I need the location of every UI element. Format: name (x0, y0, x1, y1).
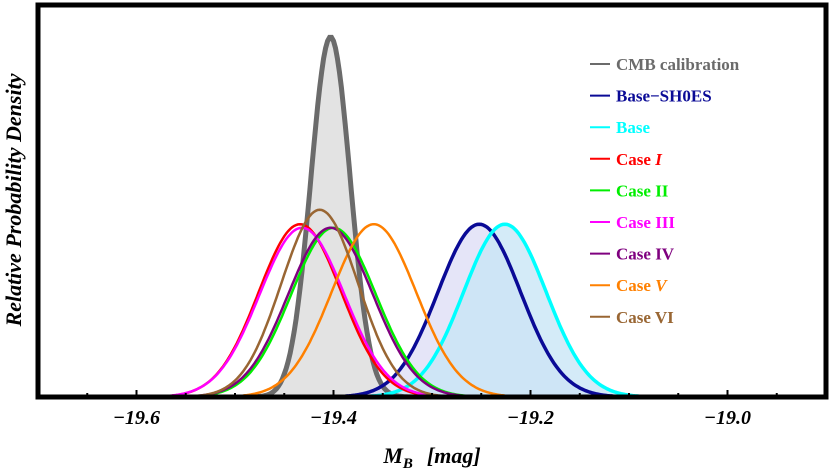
legend-label: Case II (616, 181, 669, 200)
x-tick-label: −19.6 (113, 407, 160, 429)
x-tick-label: −19.2 (507, 407, 554, 429)
legend-label: Base (616, 118, 650, 137)
legend-label: Case III (616, 213, 675, 232)
legend-label: Case IV (616, 245, 675, 264)
legend-item: Base−SH0ES (590, 87, 712, 106)
legend-item: Case V (590, 276, 668, 295)
x-ticks: −19.6 −19.4 −19.2 −19.0 (37, 390, 827, 429)
legend-item: CMB calibration (590, 55, 740, 74)
legend-label: Base−SH0ES (616, 87, 712, 106)
x-label-unit: [mag] (427, 443, 481, 468)
legend: CMB calibration Base−SH0ES Base Case I Case … (590, 55, 740, 327)
x-axis-label: MB [mag] (382, 443, 480, 472)
x-label-main: M (382, 443, 404, 468)
x-label-sub: B (402, 456, 413, 472)
y-axis-label: Relative Probability Density (1, 73, 26, 327)
legend-item: Case I (590, 150, 663, 169)
legend-item: Case II (590, 181, 669, 200)
legend-item: Base (590, 118, 650, 137)
legend-label: CMB calibration (616, 55, 740, 74)
legend-item: Case IV (590, 245, 675, 264)
legend-item: Case VI (590, 308, 674, 327)
legend-label: Case I (616, 150, 663, 169)
x-tick-label: −19.0 (704, 407, 751, 429)
legend-label: Case VI (616, 308, 674, 327)
x-tick-label: −19.4 (310, 407, 357, 429)
legend-item: Case III (590, 213, 675, 232)
legend-label: Case V (616, 276, 668, 295)
